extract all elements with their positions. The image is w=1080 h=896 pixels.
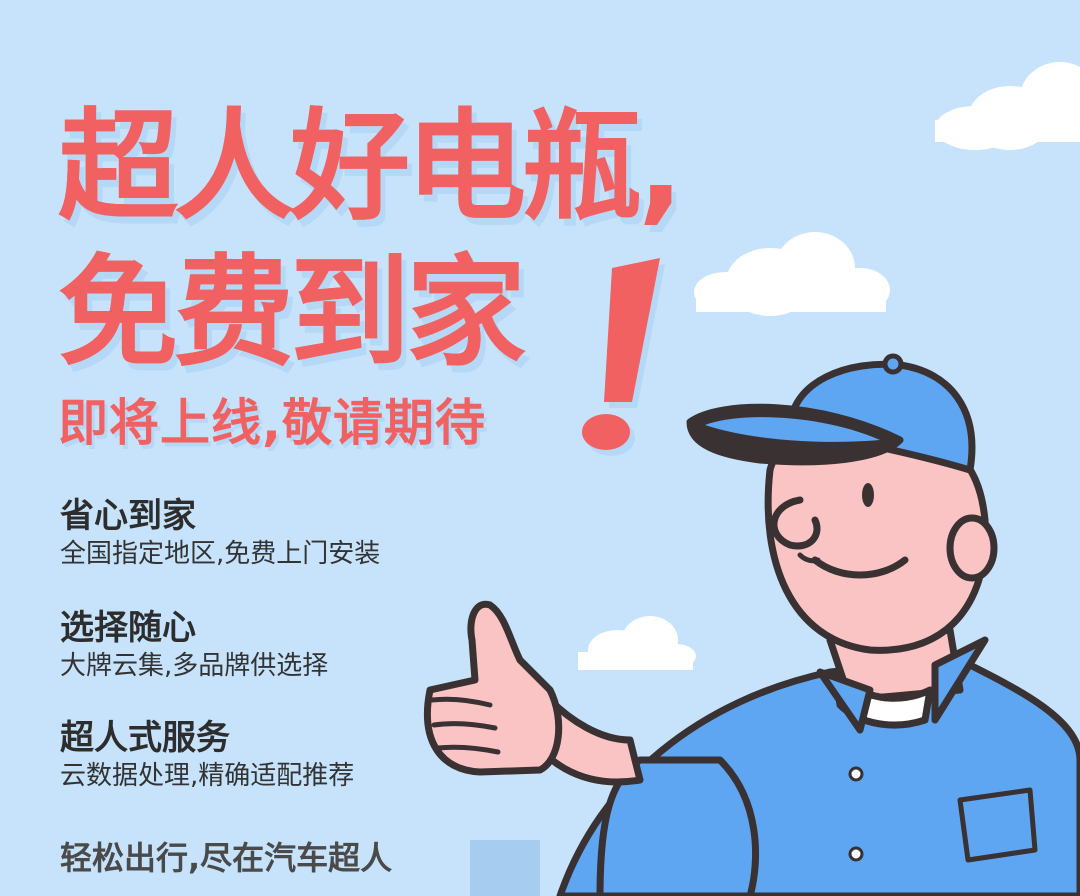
feature-title: 省心到家 bbox=[60, 496, 196, 536]
background-building bbox=[470, 840, 540, 896]
headline-line-3: 即将上线,敬请期待 bbox=[58, 394, 486, 452]
cloud-top-right bbox=[935, 62, 1080, 150]
exclamation-mark bbox=[582, 258, 665, 456]
feature-description: 大牌云集,多品牌供选择 bbox=[60, 651, 329, 681]
feature-block: 选择随心 大牌云集,多品牌供选择 bbox=[60, 607, 328, 683]
cloud-middle-right bbox=[694, 232, 890, 316]
feature-description: 全国指定地区,免费上门安装 bbox=[60, 539, 381, 569]
cloud-lower bbox=[578, 616, 696, 670]
tagline: 轻松出行,尽在汽车超人 bbox=[60, 839, 393, 877]
mechanic-character bbox=[423, 353, 1080, 896]
feature-title: 选择随心 bbox=[60, 608, 196, 648]
feature-block: 省心到家 全国指定地区,免费上门安装 bbox=[60, 495, 380, 571]
feature-block: 超人式服务 云数据处理,精确适配推荐 bbox=[60, 717, 354, 793]
headline-line-2: 免费到家 bbox=[58, 244, 526, 383]
feature-title: 超人式服务 bbox=[60, 718, 230, 758]
feature-description: 云数据处理,精确适配推荐 bbox=[60, 761, 355, 791]
headline-line-1: 超人好电瓶, bbox=[58, 98, 684, 237]
